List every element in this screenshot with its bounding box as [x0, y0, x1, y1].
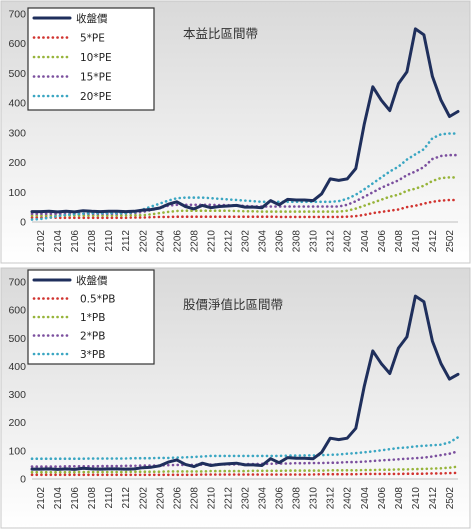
y-axis: 0 100 200 300 400 500 600 700 — [8, 9, 26, 229]
x-tick-label: 2304 — [258, 487, 269, 510]
y-tick-label: 0 — [20, 217, 26, 229]
x-tick-label: 2208 — [189, 230, 200, 253]
x-tick-label: 2302 — [241, 230, 252, 253]
series-line-0-5xpb — [30, 471, 460, 477]
legend-label: 1*PB — [80, 312, 105, 324]
y-tick-label: 600 — [8, 305, 26, 317]
series-line-5xpe — [30, 198, 460, 220]
x-tick-label: 2112 — [121, 230, 132, 252]
legend-label: 3*PB — [80, 349, 105, 361]
x-tick-label: 2104 — [53, 487, 64, 510]
x-tick-label: 2208 — [189, 487, 200, 510]
series-line-20xpe — [30, 132, 460, 221]
x-tick-label: 2302 — [241, 487, 252, 510]
y-tick-label: 200 — [8, 157, 26, 169]
x-tick-label: 2502 — [445, 487, 456, 510]
x-tick-label: 2312 — [326, 230, 337, 253]
x-tick-label: 2210 — [206, 487, 217, 510]
x-tick-label: 2106 — [70, 487, 81, 510]
x-tick-label: 2304 — [258, 230, 269, 253]
chart-title: 本益比區間帶 — [183, 26, 258, 41]
legend-label: 0.5*PB — [80, 294, 115, 306]
legend: 收盤價 0.5*PB 1*PB 2*PB 3*PB — [27, 269, 155, 365]
x-tick-label: 2406 — [377, 230, 388, 253]
y-tick-label: 500 — [8, 68, 26, 80]
x-tick-label: 2502 — [445, 230, 456, 253]
x-tick-label: 2308 — [292, 487, 303, 510]
x-tick-label: 2402 — [343, 230, 354, 253]
x-tick-label: 2402 — [343, 487, 354, 510]
x-tick-label: 2106 — [70, 230, 81, 253]
x-tick-label: 2408 — [394, 487, 405, 510]
x-tick-label: 2308 — [292, 230, 303, 253]
x-tick-label: 2102 — [36, 487, 47, 510]
x-tick-label: 2212 — [223, 230, 234, 253]
x-tick-label: 2408 — [394, 230, 405, 253]
y-tick-label: 200 — [8, 417, 26, 429]
y-tick-label: 400 — [8, 361, 26, 373]
legend-label: 2*PB — [80, 331, 105, 343]
x-tick-label: 2404 — [360, 230, 371, 253]
x-tick-label: 2310 — [309, 230, 320, 253]
x-tick-label: 2110 — [104, 487, 115, 509]
series-line-2xpb — [30, 450, 460, 468]
series-layer — [30, 294, 460, 477]
x-tick-label: 2206 — [172, 230, 183, 253]
legend-label: 收盤價 — [76, 12, 108, 25]
y-tick-label: 100 — [8, 187, 26, 199]
x-tick-label: 2210 — [206, 230, 217, 253]
legend-box — [27, 7, 155, 111]
x-tick-label: 2306 — [275, 487, 286, 510]
legend-label: 10*PE — [80, 52, 112, 64]
x-axis: 2102 2104 2106 2108 2110 2112 2202 2204 2206 2208… — [32, 221, 458, 253]
y-tick-label: 300 — [8, 389, 26, 401]
x-tick-label: 2406 — [377, 487, 388, 510]
y-tick-label: 300 — [8, 127, 26, 139]
y-tick-label: 700 — [8, 9, 26, 21]
x-tick-label: 2204 — [155, 230, 166, 253]
series-line-10xpe — [30, 176, 460, 217]
y-tick-label: 500 — [8, 333, 26, 345]
x-tick-label: 2108 — [87, 487, 98, 510]
x-tick-label: 2110 — [104, 230, 115, 252]
y-tick-label: 0 — [20, 474, 26, 486]
y-tick-label: 100 — [8, 445, 26, 457]
x-tick-label: 2306 — [275, 230, 286, 253]
x-tick-label: 2202 — [138, 230, 149, 253]
legend-label: 15*PE — [80, 72, 112, 84]
x-tick-label: 2404 — [360, 487, 371, 510]
x-tick-label: 2108 — [87, 230, 98, 253]
series-layer — [30, 27, 460, 221]
x-tick-label: 2310 — [309, 487, 320, 510]
x-tick-label: 2212 — [223, 487, 234, 510]
series-line-3xpb — [30, 436, 460, 460]
x-axis: 2102 2104 2106 2108 2110 2112 2202 2204 2206 2208… — [32, 478, 458, 510]
chart-title: 股價淨值比區間帶 — [183, 297, 283, 312]
y-tick-label: 400 — [8, 98, 26, 110]
x-tick-label: 2102 — [36, 230, 47, 253]
y-tick-label: 600 — [8, 38, 26, 50]
series-line-price — [30, 27, 460, 214]
legend: 收盤價 5*PE 10*PE 15*PE 20*PE — [27, 7, 155, 111]
legend-label: 5*PE — [80, 33, 105, 45]
x-tick-label: 2206 — [172, 487, 183, 510]
x-tick-label: 2112 — [121, 487, 132, 509]
x-tick-label: 2202 — [138, 487, 149, 510]
x-tick-label: 2312 — [326, 487, 337, 510]
x-tick-label: 2412 — [428, 230, 439, 253]
y-axis: 0 100 200 300 400 500 600 700 — [8, 277, 26, 486]
y-tick-label: 700 — [8, 277, 26, 289]
legend-label: 收盤價 — [76, 274, 108, 287]
series-line-1xpb — [30, 465, 460, 474]
series-line-price — [30, 294, 460, 471]
x-tick-label: 2410 — [411, 487, 422, 510]
x-tick-label: 2104 — [53, 230, 64, 253]
x-tick-label: 2410 — [411, 230, 422, 253]
x-tick-label: 2204 — [155, 487, 166, 510]
legend-label: 20*PE — [80, 91, 112, 103]
x-tick-label: 2412 — [428, 487, 439, 510]
